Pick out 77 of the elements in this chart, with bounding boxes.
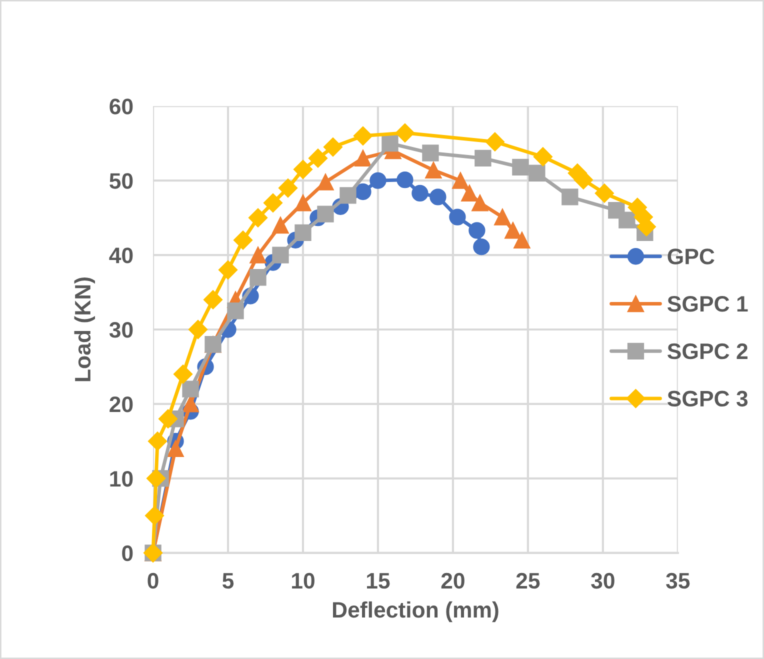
point (146, 468, 166, 488)
point (396, 171, 414, 188)
point (182, 396, 199, 412)
point (354, 150, 372, 167)
point (203, 290, 223, 310)
point (533, 147, 552, 166)
point (494, 208, 511, 226)
point (293, 160, 313, 179)
point (370, 172, 386, 189)
point (473, 238, 490, 256)
point (528, 164, 546, 182)
point (317, 206, 334, 222)
legend-label: GPC (668, 248, 714, 264)
x-tick-label: 15 (367, 573, 390, 589)
y-tick-label: 40 (109, 248, 133, 264)
x-tick-label: 10 (292, 572, 314, 589)
point (485, 132, 504, 152)
y-tick-label: 0 (122, 545, 133, 562)
point (618, 212, 636, 228)
point (294, 194, 312, 212)
point (158, 409, 178, 428)
point (514, 232, 530, 248)
x-tick-label: 5 (222, 573, 234, 589)
point (227, 302, 244, 320)
point (144, 506, 164, 526)
point (250, 269, 266, 286)
point (317, 174, 334, 190)
point (250, 246, 266, 264)
point (412, 184, 428, 202)
x-tick-label: 20 (441, 572, 464, 589)
x-tick-label: 0 (148, 572, 158, 589)
legend-label: SGPC 1 (667, 296, 748, 312)
point (594, 184, 614, 203)
point (474, 150, 492, 167)
point (148, 432, 168, 451)
x-tick-label: 25 (516, 572, 540, 589)
point (422, 144, 439, 162)
point (272, 246, 289, 264)
y-tick-label: 30 (109, 322, 133, 338)
point (248, 208, 268, 228)
point (272, 216, 289, 234)
legend-label: SGPC 3 (667, 390, 748, 407)
point (504, 222, 522, 239)
point (382, 135, 398, 152)
y-tick-label: 60 (110, 98, 133, 114)
point (461, 184, 478, 202)
y-axis-title: Load (KN) (74, 278, 95, 382)
y-tick-label: 10 (110, 470, 133, 487)
point (512, 158, 529, 176)
x-tick-label: 35 (666, 572, 690, 589)
point (323, 138, 343, 157)
point (468, 222, 486, 239)
y-tick-label: 50 (110, 173, 133, 189)
x-axis-title: Deflection (mm) (332, 601, 498, 622)
x-tick-label: 30 (591, 572, 614, 589)
point (167, 440, 184, 457)
point (294, 224, 312, 242)
point (395, 123, 414, 142)
point (308, 148, 328, 168)
point (278, 178, 298, 198)
point (430, 188, 446, 206)
point (173, 364, 193, 384)
point (188, 320, 208, 340)
point (452, 172, 469, 189)
point (263, 193, 283, 212)
point (354, 183, 372, 200)
point (472, 194, 488, 212)
point (233, 230, 253, 250)
point (562, 188, 578, 206)
legend-label: SGPC 2 (667, 343, 748, 360)
point (340, 187, 356, 204)
point (353, 126, 373, 146)
point (218, 260, 238, 280)
point (449, 208, 466, 226)
point (425, 162, 442, 178)
y-tick-label: 20 (110, 396, 133, 412)
point (182, 380, 199, 398)
